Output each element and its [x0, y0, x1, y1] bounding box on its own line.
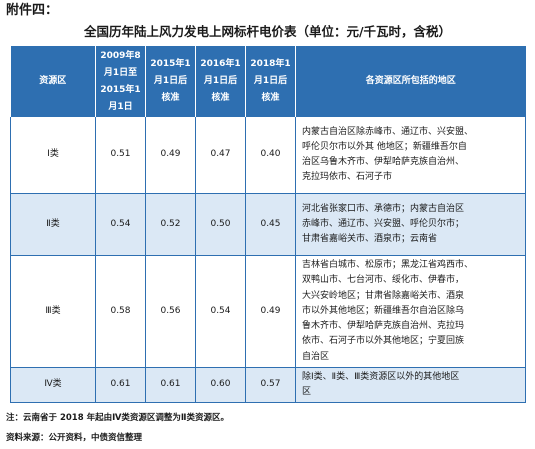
header-price-2016: 2016年1 月1日后 核准: [195, 46, 246, 117]
region-cell: Ⅱ类: [10, 193, 96, 256]
table-row: Ⅳ类 0.61 0.61 0.60 0.57 除Ⅰ类、Ⅱ类、Ⅲ类资源区以外的其他…: [10, 367, 526, 403]
areas-cell: 吉林省白城市、松原市；黑龙江省鸡西市、 双鸭山市、七台河市、绥化市、伊春市， 大…: [295, 255, 526, 368]
price-table: 资源区 2009年8 月1日至 2015年1 月1日 2015年1 月1日后 核…: [10, 46, 526, 403]
price-2009-cell: 0.61: [95, 367, 146, 403]
price-2018-cell: 0.49: [245, 255, 296, 368]
table-header-row: 资源区 2009年8 月1日至 2015年1 月1日 2015年1 月1日后 核…: [10, 46, 526, 117]
region-cell: Ⅳ类: [10, 367, 96, 403]
price-2015-cell: 0.52: [145, 193, 196, 256]
table-row: Ⅲ类 0.58 0.56 0.54 0.49 吉林省白城市、松原市；黑龙江省鸡西…: [10, 255, 526, 368]
areas-cell: 河北省张家口市、承德市；内蒙古自治区 赤峰市、通辽市、兴安盟、呼伦贝尔市； 甘肃…: [295, 193, 526, 256]
price-2015-cell: 0.49: [145, 117, 196, 194]
areas-cell: 内蒙古自治区除赤峰市、通辽市、兴安盟、 呼伦贝尔市以外其 他地区；新疆维吾尔自 …: [295, 117, 526, 194]
price-2009-cell: 0.54: [95, 193, 146, 256]
header-areas: 各资源区所包括的地区: [295, 46, 526, 117]
header-region: 资源区: [10, 46, 96, 117]
price-2016-cell: 0.47: [195, 117, 246, 194]
source-note: 资料来源：公开资料，中债资信整理: [6, 433, 143, 443]
table-row: Ⅱ类 0.54 0.52 0.50 0.45 河北省张家口市、承德市；内蒙古自治…: [10, 193, 526, 256]
price-2018-cell: 0.57: [245, 367, 296, 403]
price-2016-cell: 0.60: [195, 367, 246, 403]
region-cell: Ⅲ类: [10, 255, 96, 368]
price-2009-cell: 0.58: [95, 255, 146, 368]
header-price-2018: 2018年1 月1日后 核准: [245, 46, 296, 117]
header-price-2009: 2009年8 月1日至 2015年1 月1日: [95, 46, 146, 117]
price-2015-cell: 0.61: [145, 367, 196, 403]
table-title: 全国历年陆上风力发电上网标杆电价表（单位：元/千瓦时，含税）: [83, 24, 452, 39]
table-note: 注：云南省于 2018 年起由Ⅳ类资源区调整为Ⅱ类资源区。: [6, 413, 230, 423]
region-cell: Ⅰ类: [10, 117, 96, 194]
areas-cell: 除Ⅰ类、Ⅱ类、Ⅲ类资源区以外的其他地区 区: [295, 367, 526, 403]
price-2018-cell: 0.40: [245, 117, 296, 194]
price-2016-cell: 0.50: [195, 193, 246, 256]
header-price-2015: 2015年1 月1日后 核准: [145, 46, 196, 117]
price-2016-cell: 0.54: [195, 255, 246, 368]
price-2018-cell: 0.45: [245, 193, 296, 256]
attachment-label: 附件四：: [6, 3, 59, 18]
price-2009-cell: 0.51: [95, 117, 146, 194]
price-2015-cell: 0.56: [145, 255, 196, 368]
table-row: Ⅰ类 0.51 0.49 0.47 0.40 内蒙古自治区除赤峰市、通辽市、兴安…: [10, 117, 526, 194]
